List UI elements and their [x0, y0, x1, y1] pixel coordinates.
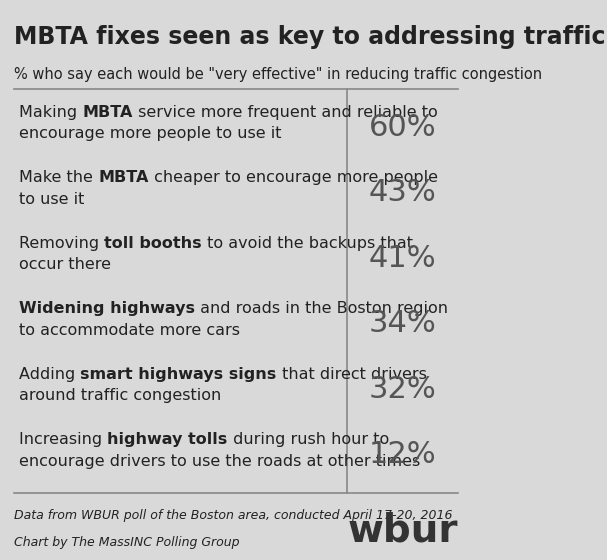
Text: around traffic congestion: around traffic congestion — [19, 388, 221, 403]
Text: smart highways signs: smart highways signs — [81, 367, 277, 382]
Text: 12%: 12% — [368, 441, 436, 469]
Text: to avoid the backups that: to avoid the backups that — [202, 236, 413, 251]
Text: highway tolls: highway tolls — [107, 432, 228, 447]
Text: 43%: 43% — [368, 179, 436, 208]
Text: during rush hour to: during rush hour to — [228, 432, 389, 447]
Text: Widening highways: Widening highways — [19, 301, 195, 316]
Text: encourage drivers to use the roads at other times: encourage drivers to use the roads at ot… — [19, 454, 420, 469]
Text: Data from WBUR poll of the Boston area, conducted April 17-20, 2016: Data from WBUR poll of the Boston area, … — [14, 509, 453, 522]
Text: 32%: 32% — [368, 375, 436, 404]
Text: wbur: wbur — [347, 512, 458, 550]
Text: Adding: Adding — [19, 367, 80, 382]
Text: Chart by The MassINC Polling Group: Chart by The MassINC Polling Group — [14, 535, 240, 549]
Text: 34%: 34% — [368, 310, 436, 338]
Text: 60%: 60% — [368, 113, 436, 142]
Text: MBTA: MBTA — [83, 105, 133, 120]
Text: and roads in the Boston region: and roads in the Boston region — [195, 301, 449, 316]
Text: Removing: Removing — [19, 236, 104, 251]
Text: cheaper to encourage more people: cheaper to encourage more people — [149, 170, 438, 185]
Text: that direct drivers: that direct drivers — [277, 367, 427, 382]
Text: toll booths: toll booths — [104, 236, 202, 251]
Text: Make the: Make the — [19, 170, 98, 185]
Text: occur there: occur there — [19, 257, 111, 272]
Text: 41%: 41% — [368, 244, 436, 273]
Text: % who say each would be "very effective" in reducing traffic congestion: % who say each would be "very effective"… — [14, 67, 542, 82]
Text: MBTA fixes seen as key to addressing traffic: MBTA fixes seen as key to addressing tra… — [14, 25, 606, 49]
Text: to accommodate more cars: to accommodate more cars — [19, 323, 240, 338]
Text: encourage more people to use it: encourage more people to use it — [19, 127, 282, 141]
Text: to use it: to use it — [19, 192, 84, 207]
Text: service more frequent and reliable to: service more frequent and reliable to — [133, 105, 438, 120]
Text: Making: Making — [19, 105, 82, 120]
Text: MBTA: MBTA — [98, 170, 149, 185]
Text: Increasing: Increasing — [19, 432, 107, 447]
